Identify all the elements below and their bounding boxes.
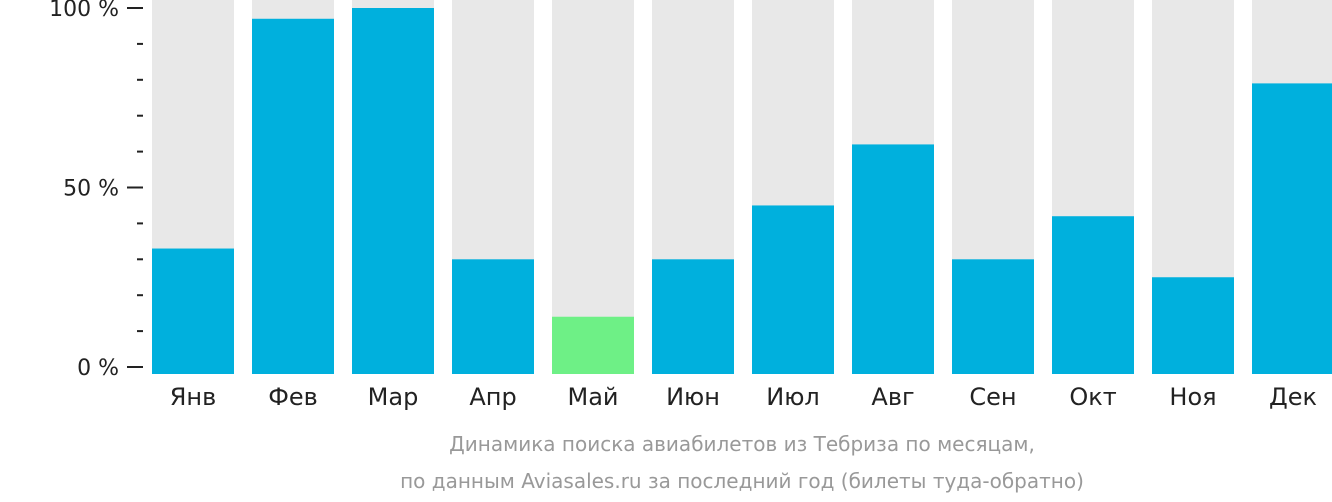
bar-4 [452, 259, 534, 374]
bar-8 [852, 144, 934, 374]
bar-2 [252, 18, 334, 375]
x-tick-label: Фев [268, 383, 318, 411]
bar-5 [552, 316, 634, 374]
x-tick-label: Мар [368, 383, 419, 411]
x-axis-labels: Янв Фев Мар Апр Май Июн Июл Авг Сен Окт Ноя Дек [170, 383, 1317, 411]
x-tick-label: Июл [766, 383, 820, 411]
x-tick-label: Май [567, 383, 618, 411]
x-tick-label: Июн [666, 383, 720, 411]
y-tick-label: 0 % [77, 356, 119, 381]
x-tick-label: Авг [871, 383, 914, 411]
y-axis: 100 % 50 % 0 % [49, 0, 143, 381]
bar-12 [1252, 83, 1332, 374]
bar-3 [352, 8, 434, 374]
x-tick-label: Окт [1069, 383, 1116, 411]
x-tick-label: Янв [170, 383, 217, 411]
x-tick-label: Ноя [1169, 383, 1216, 411]
bar-10 [1052, 216, 1134, 374]
x-tick-label: Сен [969, 383, 1016, 411]
caption-line-2: по данным Aviasales.ru за последний год … [400, 469, 1084, 493]
chart-caption: Динамика поиска авиабилетов из Тебриза п… [400, 432, 1084, 493]
x-tick-label: Дек [1269, 383, 1317, 411]
bar-1 [152, 248, 234, 374]
caption-line-1: Динамика поиска авиабилетов из Тебриза п… [449, 432, 1035, 456]
y-tick-label: 100 % [49, 0, 119, 22]
y-tick-label: 50 % [63, 177, 119, 202]
bar-6 [652, 259, 734, 374]
bar-9 [952, 259, 1034, 374]
bar-7 [752, 205, 834, 374]
x-tick-label: Апр [469, 383, 516, 411]
bar-track [552, 0, 634, 374]
bar-11 [1152, 277, 1234, 374]
bars [152, 0, 1332, 375]
